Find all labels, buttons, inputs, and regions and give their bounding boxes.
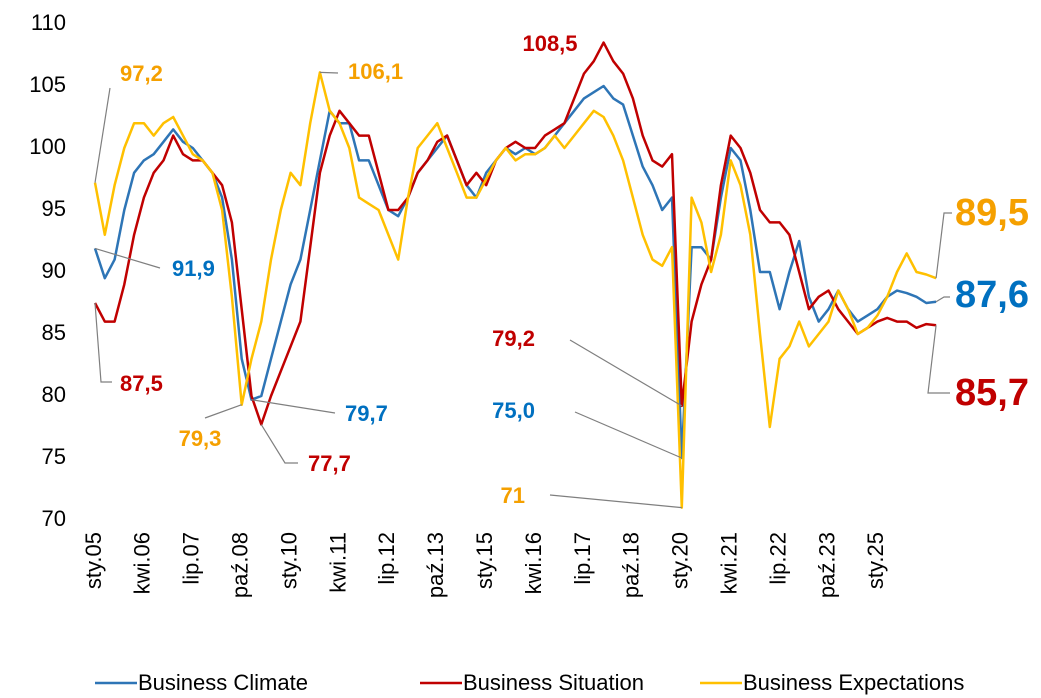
x-tick-label: sty.15: [472, 532, 497, 589]
value-label: 79,3: [179, 426, 222, 451]
value-label: 79,7: [345, 401, 388, 426]
value-label: 85,7: [955, 372, 1029, 414]
leader-line: [260, 424, 298, 464]
value-label: 75,0: [492, 398, 535, 423]
leader-line: [574, 411, 683, 459]
value-label: 91,9: [172, 256, 215, 281]
x-tick-label: sty.25: [863, 532, 888, 589]
leader-line: [935, 212, 952, 279]
x-tick-label: paź.23: [814, 532, 839, 598]
x-tick-label: lip.12: [374, 532, 399, 585]
x-tick-label: sty.05: [81, 532, 106, 589]
x-tick-label: sty.20: [668, 532, 693, 589]
legend-label: Business Situation: [463, 670, 644, 695]
leader-line: [204, 404, 242, 419]
value-label: 87,6: [955, 274, 1029, 316]
x-tick-label: kwi.21: [717, 532, 742, 594]
value-label: 89,5: [955, 192, 1029, 234]
value-label: 106,1: [348, 59, 403, 84]
x-tick-label: kwi.16: [521, 532, 546, 594]
x-tick-label: kwi.11: [325, 532, 350, 593]
legend-label: Business Expectations: [743, 670, 964, 695]
value-label: 97,2: [120, 61, 163, 86]
x-tick-label: paź.18: [619, 532, 644, 598]
leader-line: [94, 87, 111, 183]
y-tick-label: 110: [31, 10, 66, 35]
y-tick-label: 95: [42, 196, 66, 221]
x-tick-label: lip.22: [765, 532, 790, 585]
value-label: 79,2: [492, 326, 535, 351]
series-line: [93, 41, 937, 426]
y-tick-label: 100: [29, 134, 66, 159]
leader-line: [569, 339, 683, 407]
y-tick-label: 80: [42, 382, 66, 407]
value-label: 77,7: [308, 451, 351, 476]
leader-line: [94, 302, 112, 383]
value-label: 71: [501, 483, 525, 508]
value-label: 108,5: [522, 31, 577, 56]
y-tick-label: 85: [42, 320, 66, 345]
x-tick-label: sty.10: [276, 532, 301, 589]
value-label: 87,5: [120, 371, 163, 396]
y-tick-label: 75: [42, 444, 66, 469]
x-tick-label: lip.17: [570, 532, 595, 585]
x-tick-label: lip.07: [179, 532, 204, 585]
y-tick-label: 105: [29, 72, 66, 97]
x-tick-label: paź.13: [423, 532, 448, 598]
x-tick-label: kwi.06: [130, 532, 155, 594]
leader-line: [319, 71, 339, 74]
legend-label: Business Climate: [138, 670, 308, 695]
leader-line: [927, 325, 950, 394]
leader-line: [935, 296, 950, 303]
series-line: [93, 84, 937, 460]
leader-line: [94, 247, 161, 269]
series-line: [93, 71, 937, 509]
leader-line: [251, 399, 336, 414]
y-tick-label: 70: [42, 506, 66, 531]
y-tick-label: 90: [42, 258, 66, 283]
x-tick-label: paź.08: [228, 532, 253, 598]
leader-line: [549, 494, 682, 509]
